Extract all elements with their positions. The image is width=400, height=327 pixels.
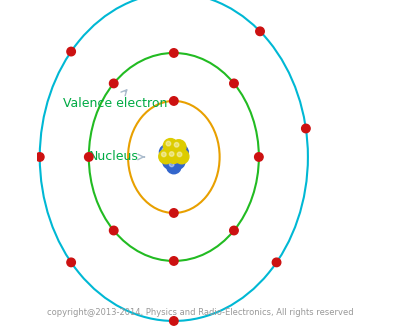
Circle shape xyxy=(173,157,178,162)
Circle shape xyxy=(170,209,178,217)
Circle shape xyxy=(170,317,178,325)
Circle shape xyxy=(170,155,185,169)
Circle shape xyxy=(169,145,174,150)
Circle shape xyxy=(176,148,181,152)
Circle shape xyxy=(167,159,181,174)
Circle shape xyxy=(166,141,171,146)
Text: Nucleus: Nucleus xyxy=(89,150,144,164)
Circle shape xyxy=(177,152,182,157)
Circle shape xyxy=(174,145,188,159)
Circle shape xyxy=(110,79,118,88)
Circle shape xyxy=(159,149,173,164)
Circle shape xyxy=(169,162,174,167)
Circle shape xyxy=(110,226,118,235)
Circle shape xyxy=(172,140,186,154)
Circle shape xyxy=(162,152,166,157)
Circle shape xyxy=(163,155,177,169)
Circle shape xyxy=(167,149,181,164)
Circle shape xyxy=(174,143,179,147)
Circle shape xyxy=(167,143,181,157)
Circle shape xyxy=(256,27,264,36)
Circle shape xyxy=(166,157,170,162)
Circle shape xyxy=(302,124,310,133)
Circle shape xyxy=(255,153,263,161)
Circle shape xyxy=(230,79,238,88)
Circle shape xyxy=(67,47,75,56)
Text: copyright@2013-2014, Physics and Radio-Electronics, All rights reserved: copyright@2013-2014, Physics and Radio-E… xyxy=(47,308,353,317)
Circle shape xyxy=(160,145,174,159)
Circle shape xyxy=(170,97,178,105)
Circle shape xyxy=(36,153,44,161)
Circle shape xyxy=(162,148,167,152)
Circle shape xyxy=(67,258,75,267)
Circle shape xyxy=(84,153,93,161)
Circle shape xyxy=(170,257,178,265)
Circle shape xyxy=(169,152,174,156)
Circle shape xyxy=(174,149,189,164)
Circle shape xyxy=(163,139,178,153)
Text: Valence electron: Valence electron xyxy=(63,90,167,110)
Circle shape xyxy=(272,258,281,267)
Circle shape xyxy=(230,226,238,235)
Circle shape xyxy=(170,49,178,57)
